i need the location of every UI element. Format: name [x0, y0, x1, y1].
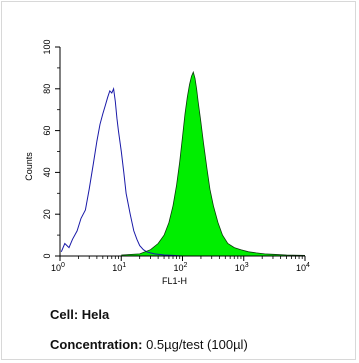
y-tick-label-5: 100	[42, 39, 52, 54]
x-tick-label-0: 100	[51, 262, 65, 273]
y-tick-label-0: 0	[42, 253, 52, 258]
x-tick-label-4: 104	[296, 262, 310, 273]
concentration-caption-label: Concentration:	[50, 337, 143, 352]
x-axis-label: FL1-H	[162, 276, 187, 286]
cell-caption-label: Cell:	[50, 307, 79, 322]
x-tick-label-1: 101	[112, 262, 126, 273]
histogram-chart: 100 101 102 103 104 0 20 40 60 80 100 FL1-H Counts	[24, 39, 310, 286]
y-tick-label-1: 20	[42, 209, 52, 219]
x-tick-label-2: 102	[174, 262, 188, 273]
cell-caption-value: Hela	[81, 307, 110, 322]
y-axis-label: Counts	[24, 152, 34, 181]
x-tick-label-3: 103	[235, 262, 249, 273]
y-tick-label-4: 80	[42, 84, 52, 94]
concentration-caption-value: 0.5µg/test (100µl)	[146, 337, 248, 352]
y-tick-label-3: 60	[42, 126, 52, 136]
cell-caption: Cell: Hela	[50, 307, 109, 322]
concentration-caption: Concentration: 0.5µg/test (100µl)	[50, 337, 248, 352]
figure-frame: 100 101 102 103 104 0 20 40 60 80 100 FL1-H Counts…	[1, 1, 356, 360]
series-2-edge	[121, 70, 306, 256]
series-1-line	[60, 86, 183, 257]
y-tick-label-2: 40	[42, 167, 52, 177]
series-2-area	[121, 72, 305, 256]
